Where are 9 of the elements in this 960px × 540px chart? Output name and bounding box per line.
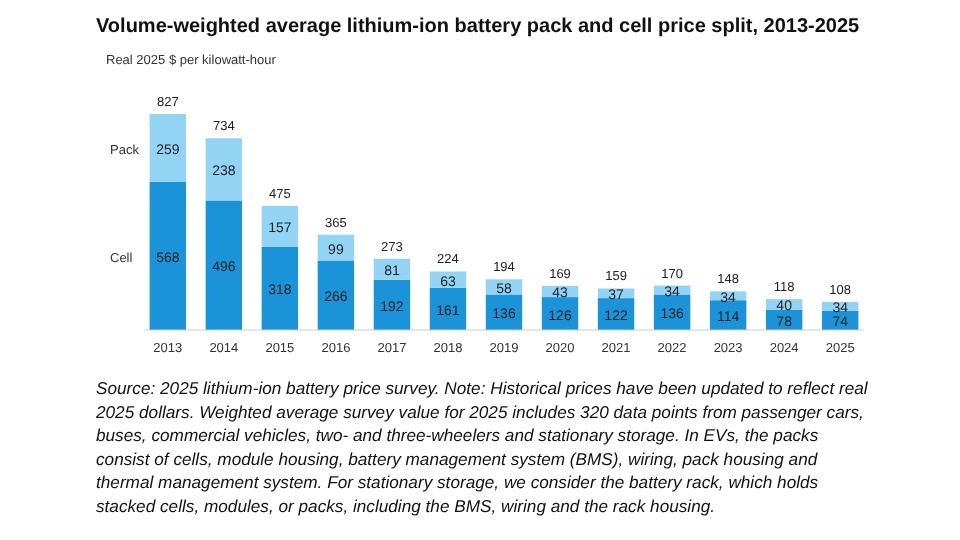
- bar: [205, 200, 243, 330]
- bar: [149, 181, 187, 330]
- source-note: Source: 2025 lithium-ion battery price survey. Note: Historical prices have been updated to reflect real 2025 dollars. Weighted average survey value for 2025 includes 320 data points from passenger cars, buses, commercial vehicles, two- and three-wheelers and stationary storage. In EVs, the packs consist of cells, module housing, battery management system (BMS), wiring, pack housing and thermal management system. For stationary storage, we consider the battery rack, which holds stacked cells, modules, or packs, including the BMS, wiring and the rack housing.: [94, 378, 870, 516]
- bar: [317, 260, 355, 330]
- bar: [149, 114, 187, 182]
- bar: [261, 205, 299, 247]
- bar: [261, 246, 299, 330]
- chart-title: Volume-weighted average lithium-ion battery pack and cell price split, 2013-2025: [96, 16, 861, 38]
- bar: [205, 138, 243, 201]
